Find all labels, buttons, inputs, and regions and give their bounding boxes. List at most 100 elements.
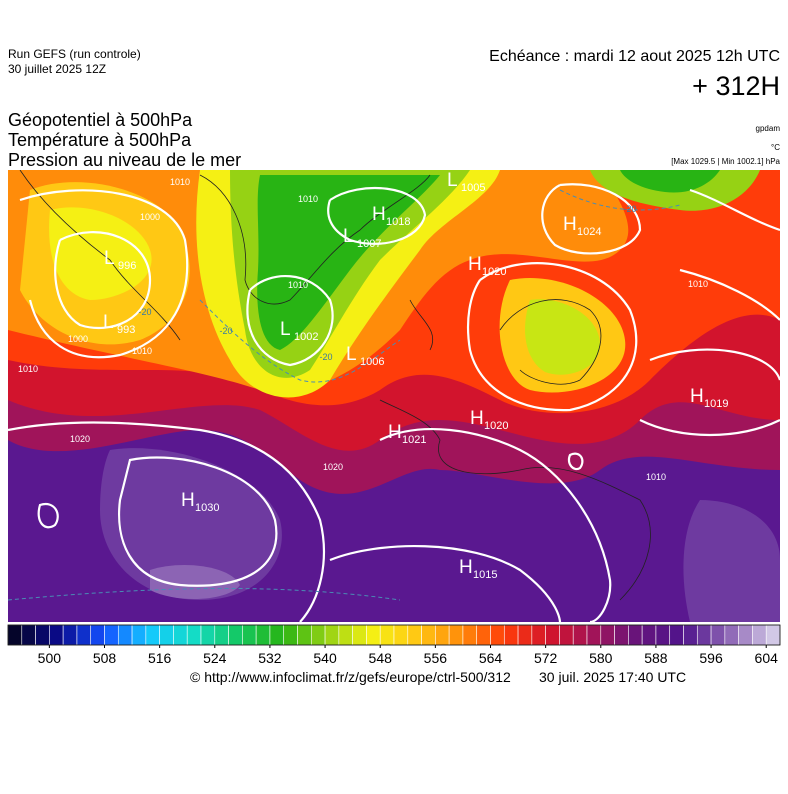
run-date: 30 juillet 2025 12Z xyxy=(8,62,106,76)
source-url: © http://www.infoclimat.fr/z/gefs/europe… xyxy=(190,669,511,685)
temperature-label: -20 xyxy=(623,204,636,214)
colorbar-swatch xyxy=(600,624,615,646)
colorbar-tick-label: 580 xyxy=(589,650,613,666)
colorbar-frame xyxy=(7,624,781,646)
colorbar-swatch xyxy=(35,624,50,646)
colorbar-swatch xyxy=(724,624,739,646)
pressure-center: H 1019 xyxy=(690,386,728,410)
colorbar-tick-label: 540 xyxy=(313,650,337,666)
colorbar-tick-label: 596 xyxy=(699,650,723,666)
colorbar-tick-label: 548 xyxy=(369,650,393,666)
echeance: Echéance : mardi 12 aout 2025 12h UTC xyxy=(489,48,780,65)
colorbar-swatch xyxy=(90,624,105,646)
colorbar-swatch xyxy=(145,624,160,646)
center-letter: L xyxy=(103,312,114,333)
colorbar-swatch xyxy=(117,624,133,646)
center-value: 996 xyxy=(118,260,136,272)
center-letter: H xyxy=(563,214,577,235)
colorbar-swatch xyxy=(462,624,478,646)
colorbar-swatch xyxy=(49,624,64,646)
colorbar-swatch xyxy=(393,624,409,646)
center-letter: H xyxy=(459,557,473,578)
pressure-center: H 1020 xyxy=(470,408,508,432)
center-value: 1020 xyxy=(484,420,508,432)
colorbar-swatch xyxy=(76,624,92,646)
center-value: 1015 xyxy=(473,569,497,581)
colorbar-swatch xyxy=(490,624,505,646)
colorbar-swatch xyxy=(517,624,533,646)
colorbar-tick-label: 564 xyxy=(479,650,503,666)
colorbar-swatch xyxy=(559,624,574,646)
isobar-label: 1000 xyxy=(140,212,160,222)
colorbar-swatch xyxy=(586,624,602,646)
colorbar-swatch xyxy=(710,624,726,646)
isobar-label: 1010 xyxy=(646,472,666,482)
field-label: Température à 500hPa xyxy=(8,130,192,150)
colorbar-swatch xyxy=(366,624,381,646)
unit-label: gpdam xyxy=(756,124,781,133)
colorbar-tick-label: 508 xyxy=(93,650,117,666)
colorbar-swatch xyxy=(503,624,519,646)
lead-time: + 312H xyxy=(692,71,780,101)
colorbar-swatch xyxy=(572,624,588,646)
colorbar-swatch xyxy=(765,624,781,646)
center-value: 1024 xyxy=(577,226,601,238)
center-value: 1005 xyxy=(461,182,485,194)
center-letter: H xyxy=(372,204,386,225)
colorbar-swatch xyxy=(379,624,395,646)
colorbar-swatch xyxy=(228,624,243,646)
center-value: 1021 xyxy=(402,434,426,446)
center-letter: L xyxy=(346,344,357,365)
colorbar-swatch xyxy=(352,624,367,646)
colorbar-swatch xyxy=(738,624,753,646)
isobar-label: 1010 xyxy=(170,177,190,187)
colorbar-swatch xyxy=(752,624,767,646)
pressure-center: L 1005 xyxy=(447,170,485,194)
pressure-center: L 996 xyxy=(104,248,136,272)
isobar-label: 1010 xyxy=(132,346,152,356)
colorbar-swatch xyxy=(283,624,298,646)
colorbar-tick-label: 604 xyxy=(755,650,779,666)
colorbar-swatch xyxy=(159,624,174,646)
pressure-center: H 1020 xyxy=(468,254,506,278)
colorbar-swatch xyxy=(242,624,257,646)
center-letter: H xyxy=(690,386,704,407)
field-label: Géopotentiel à 500hPa xyxy=(8,110,193,130)
center-value: 1018 xyxy=(386,216,410,228)
center-value: 993 xyxy=(117,324,135,336)
unit-label: °C xyxy=(771,143,780,152)
pressure-center: L 1006 xyxy=(346,344,384,368)
pressure-center: L 1007 xyxy=(343,226,381,250)
pressure-center: L 1002 xyxy=(280,319,318,343)
temperature-label: -20 xyxy=(138,307,151,317)
center-letter: L xyxy=(280,319,291,340)
colorbar-swatch xyxy=(476,624,491,646)
colorbar-swatch xyxy=(297,624,312,646)
center-letter: H xyxy=(468,254,482,275)
run-label: Run GEFS (run controle) xyxy=(8,47,141,61)
colorbar-swatch xyxy=(669,624,684,646)
colorbar-swatch xyxy=(628,624,643,646)
colorbar-tick-label: 532 xyxy=(258,650,282,666)
center-letter: L xyxy=(104,248,115,269)
colorbar-swatch xyxy=(531,624,546,646)
colorbar-swatch xyxy=(696,624,712,646)
center-letter: H xyxy=(470,408,484,429)
colorbar-swatch xyxy=(655,624,671,646)
center-value: 1020 xyxy=(482,266,506,278)
center-letter: L xyxy=(447,170,458,191)
colorbar-swatch xyxy=(310,624,326,646)
colorbar-swatch xyxy=(200,624,216,646)
colorbar-swatch xyxy=(545,624,560,646)
colorbar-swatch xyxy=(338,624,353,646)
colorbar-swatch xyxy=(21,624,36,646)
colorbar-swatch xyxy=(614,624,629,646)
isobar-label: 1010 xyxy=(298,194,318,204)
isobar-label: 1010 xyxy=(288,280,308,290)
isobar-label: 1000 xyxy=(68,334,88,344)
center-value: 1002 xyxy=(294,331,318,343)
field-label: Pression au niveau de le mer xyxy=(8,150,241,170)
center-value: 1007 xyxy=(357,238,381,250)
center-letter: L xyxy=(343,226,354,247)
